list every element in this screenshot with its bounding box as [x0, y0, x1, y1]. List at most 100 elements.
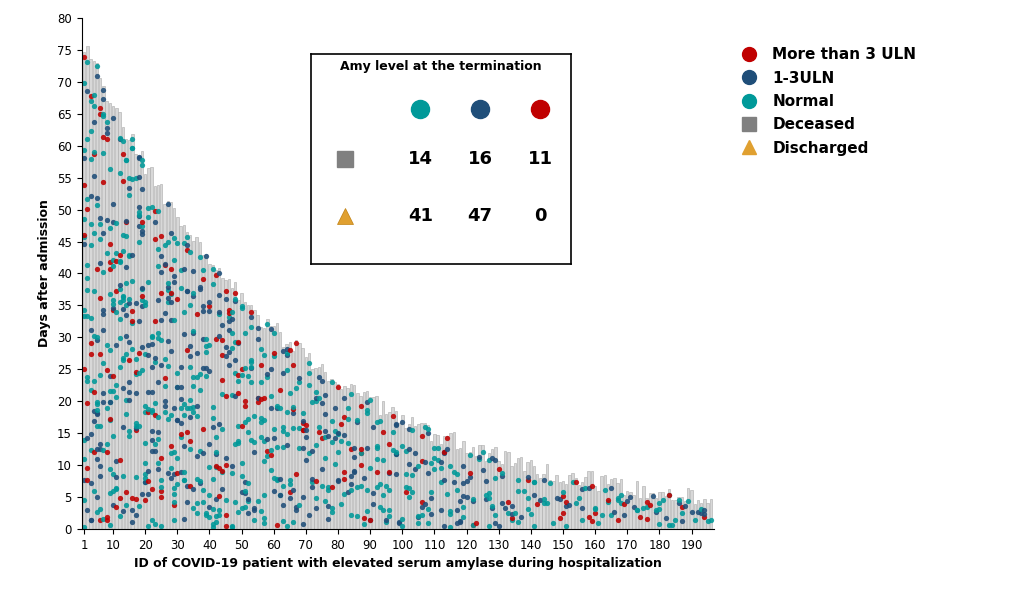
Bar [417, 424, 419, 529]
Bar [468, 452, 471, 529]
Bar [619, 478, 622, 529]
Bar [291, 352, 293, 529]
Bar [324, 371, 326, 529]
Bar [131, 135, 133, 529]
Bar [623, 495, 625, 529]
Bar [612, 478, 615, 529]
Bar [288, 342, 290, 529]
Bar [615, 483, 619, 529]
Bar [452, 432, 454, 529]
Bar [359, 395, 362, 529]
Bar [394, 410, 396, 529]
Bar [314, 368, 317, 529]
Bar [632, 495, 634, 529]
Bar [90, 59, 92, 529]
Bar [285, 344, 287, 529]
Bar [305, 358, 307, 529]
Bar [308, 353, 310, 529]
Bar [260, 326, 262, 529]
Bar [568, 475, 570, 529]
Bar [574, 478, 577, 529]
Bar [462, 442, 464, 529]
Bar [481, 445, 483, 529]
Bar [420, 423, 422, 529]
Bar [346, 388, 348, 529]
Bar [388, 412, 390, 529]
Bar [554, 475, 557, 529]
Bar [115, 108, 117, 529]
X-axis label: ID of COVID-19 patient with elevated serum amylase during hospitalization: ID of COVID-19 patient with elevated ser… [133, 557, 661, 570]
Bar [500, 464, 502, 529]
Bar [350, 383, 352, 529]
Bar [298, 343, 301, 529]
Bar [532, 466, 535, 529]
Bar [657, 492, 660, 529]
Bar [86, 46, 89, 529]
Bar [548, 480, 551, 529]
Bar [690, 490, 692, 529]
Bar [680, 498, 683, 529]
Bar [478, 445, 480, 529]
Bar [205, 254, 207, 529]
Bar [709, 499, 711, 529]
Bar [596, 491, 599, 529]
Bar [294, 340, 298, 529]
Bar [445, 436, 448, 529]
Bar [404, 428, 407, 529]
Bar [330, 379, 332, 529]
Bar [196, 237, 198, 529]
Text: 11: 11 [527, 150, 552, 168]
Bar [266, 319, 268, 529]
Bar [102, 86, 105, 529]
Bar [99, 78, 101, 529]
Bar [475, 456, 477, 529]
Bar [414, 426, 416, 529]
Bar [182, 225, 184, 529]
Bar [185, 232, 189, 529]
Bar [436, 435, 438, 529]
Y-axis label: Days after admission: Days after admission [39, 200, 51, 347]
Bar [320, 364, 323, 529]
Bar [660, 492, 663, 529]
Bar [381, 401, 384, 529]
Bar [233, 282, 236, 529]
Bar [372, 397, 374, 529]
Bar [279, 332, 281, 529]
Bar [93, 61, 95, 529]
Bar [510, 466, 513, 529]
Text: 0: 0 [533, 207, 546, 225]
Bar [629, 492, 631, 529]
Bar [571, 472, 574, 529]
Bar [513, 463, 516, 529]
Bar [250, 305, 253, 529]
Bar [356, 392, 358, 529]
Bar [517, 459, 519, 529]
Bar [230, 288, 233, 529]
Bar [539, 478, 541, 529]
Bar [83, 52, 86, 529]
Bar [545, 465, 547, 529]
Bar [397, 423, 399, 529]
Bar [648, 493, 650, 529]
Bar [282, 347, 284, 529]
Text: Amy level at the termination: Amy level at the termination [340, 60, 541, 73]
Bar [578, 484, 580, 529]
Bar [336, 384, 339, 529]
Bar [426, 425, 429, 529]
Bar [272, 326, 275, 529]
Bar [459, 448, 461, 529]
Bar [96, 63, 98, 529]
Bar [105, 100, 108, 529]
Bar [442, 436, 445, 529]
Bar [302, 347, 304, 529]
Bar [218, 269, 220, 529]
Bar [144, 174, 147, 529]
Bar [565, 484, 567, 529]
Bar [275, 323, 278, 529]
Bar [542, 474, 544, 529]
Bar [247, 305, 249, 529]
Bar [256, 316, 259, 529]
Bar [333, 382, 335, 529]
Bar [173, 208, 175, 529]
Bar [693, 504, 695, 529]
